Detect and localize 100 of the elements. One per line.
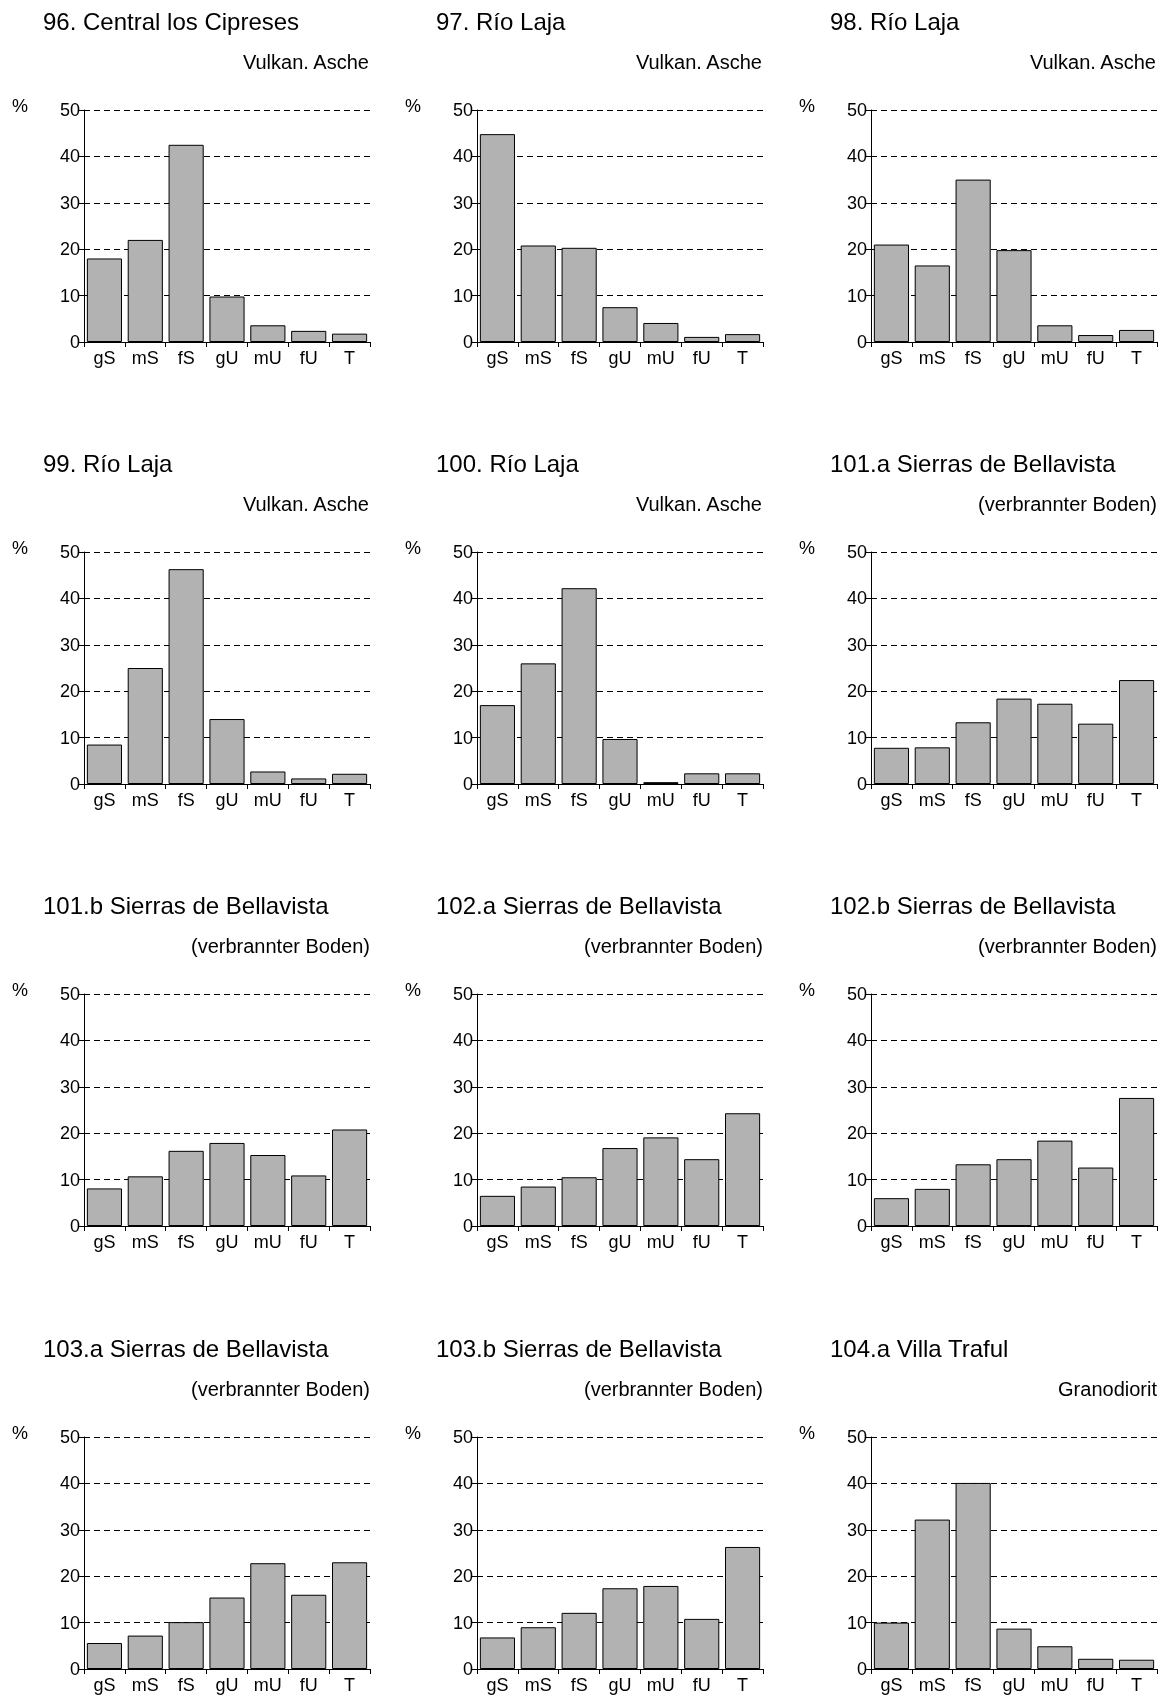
y-tick-label: 30 <box>59 1519 80 1540</box>
y-tick-label: 10 <box>59 285 80 306</box>
x-tick-label: T <box>737 1675 749 1695</box>
x-tick-label: mU <box>253 348 282 368</box>
y-axis-title: % <box>404 96 421 116</box>
y-tick-label: 50 <box>452 542 473 562</box>
x-tick-label: gU <box>215 348 239 368</box>
y-tick-label: 20 <box>59 1566 80 1587</box>
y-tick-label: 0 <box>462 332 473 352</box>
chart-subtitle: Vulkan. Asche <box>242 493 369 515</box>
y-tick-label: 20 <box>59 681 80 702</box>
y-tick-label: 30 <box>846 192 867 213</box>
x-tick-label: mU <box>253 1232 282 1252</box>
chart-title: 97. Río Laja <box>436 7 567 35</box>
y-tick-label: 50 <box>59 100 80 120</box>
x-tick-label: mU <box>1040 1675 1069 1695</box>
x-tick-label: mS <box>524 790 552 810</box>
chart-title: 102.a Sierras de Bellavista <box>436 891 723 919</box>
x-tick-label: gU <box>1002 790 1026 810</box>
x-tick-label: T <box>344 348 356 368</box>
y-tick-label: 0 <box>69 1659 80 1679</box>
y-tick-label: 20 <box>59 239 80 260</box>
x-tick-label: fS <box>964 348 982 368</box>
x-tick-label: fS <box>177 348 195 368</box>
x-tick-label: fU <box>1086 790 1105 810</box>
x-tick-label: fS <box>177 1232 195 1252</box>
x-tick-label: T <box>1131 1675 1143 1695</box>
y-tick-label: 0 <box>69 774 80 794</box>
y-axis-title: % <box>798 538 815 558</box>
x-tick-label: fS <box>570 348 588 368</box>
x-tick-label: mS <box>131 1675 159 1695</box>
chart-subtitle: (verbrannter Boden) <box>978 493 1157 515</box>
chart-subtitle: (verbrannter Boden) <box>191 935 370 957</box>
y-axis-title: % <box>404 538 421 558</box>
y-tick-label: 20 <box>846 681 867 702</box>
y-tick-label: 40 <box>452 1030 473 1051</box>
y-tick-label: 20 <box>452 1566 473 1587</box>
y-tick-label: 50 <box>452 100 473 120</box>
y-tick-label: 10 <box>59 1612 80 1633</box>
x-tick-label: gS <box>486 1675 509 1695</box>
x-tick-label: fU <box>299 1232 318 1252</box>
chart-title: 99. Río Laja <box>43 449 174 477</box>
y-axis-title: % <box>404 980 421 1000</box>
y-tick-label: 40 <box>59 146 80 167</box>
y-axis-title: % <box>798 96 815 116</box>
x-tick-label: fU <box>692 1675 711 1695</box>
chart-subtitle: (verbrannter Boden) <box>584 1378 763 1400</box>
x-tick-label: fU <box>1086 348 1105 368</box>
y-tick-label: 10 <box>452 285 473 306</box>
x-tick-label: gS <box>880 1232 903 1252</box>
x-tick-label: mS <box>524 1232 552 1252</box>
y-tick-label: 50 <box>846 542 867 562</box>
y-tick-label: 40 <box>846 1030 867 1051</box>
y-axis-title: % <box>404 1423 421 1443</box>
y-tick-label: 40 <box>846 588 867 609</box>
chart-subtitle: (verbrannter Boden) <box>584 935 763 957</box>
x-tick-label: gU <box>215 1232 239 1252</box>
x-tick-label: gU <box>608 790 632 810</box>
x-tick-label: mS <box>131 790 159 810</box>
x-tick-label: fS <box>570 790 588 810</box>
x-tick-label: gS <box>93 348 116 368</box>
x-tick-label: fS <box>177 1675 195 1695</box>
x-tick-label: fU <box>1086 1232 1105 1252</box>
x-tick-label: gU <box>215 790 239 810</box>
chart-title: 100. Río Laja <box>436 449 580 477</box>
x-tick-label: T <box>1131 348 1143 368</box>
chart-title: 103.b Sierras de Bellavista <box>436 1334 723 1362</box>
y-tick-label: 0 <box>856 332 867 352</box>
x-tick-label: mS <box>918 348 946 368</box>
y-tick-label: 0 <box>856 774 867 794</box>
y-tick-label: 40 <box>59 1030 80 1051</box>
y-tick-label: 10 <box>452 727 473 748</box>
x-tick-label: mU <box>1040 790 1069 810</box>
y-axis-title: % <box>798 1423 815 1443</box>
y-tick-label: 30 <box>846 1519 867 1540</box>
x-tick-label: T <box>344 1232 356 1252</box>
y-tick-label: 20 <box>846 1566 867 1587</box>
y-tick-label: 30 <box>452 634 473 655</box>
x-tick-label: fU <box>692 790 711 810</box>
chart-title: 101.a Sierras de Bellavista <box>830 449 1117 477</box>
y-tick-label: 50 <box>59 542 80 562</box>
y-tick-label: 10 <box>452 1612 473 1633</box>
x-tick-label: mU <box>646 348 675 368</box>
x-tick-label: gU <box>608 348 632 368</box>
x-tick-label: T <box>1131 790 1143 810</box>
y-tick-label: 20 <box>452 1123 473 1144</box>
y-tick-label: 0 <box>462 1659 473 1679</box>
y-tick-label: 30 <box>452 1076 473 1097</box>
x-tick-label: fS <box>964 790 982 810</box>
x-tick-label: fU <box>299 790 318 810</box>
y-tick-label: 30 <box>59 1076 80 1097</box>
chart-subtitle: Vulkan. Asche <box>635 51 762 73</box>
x-tick-label: gS <box>880 348 903 368</box>
x-tick-label: gS <box>486 348 509 368</box>
x-tick-label: gU <box>1002 1675 1026 1695</box>
x-tick-label: mU <box>253 1675 282 1695</box>
y-tick-label: 20 <box>846 239 867 260</box>
y-tick-label: 40 <box>846 1473 867 1494</box>
chart-subtitle: Granodiorit <box>1058 1378 1158 1400</box>
chart-subtitle: Vulkan. Asche <box>242 51 369 73</box>
